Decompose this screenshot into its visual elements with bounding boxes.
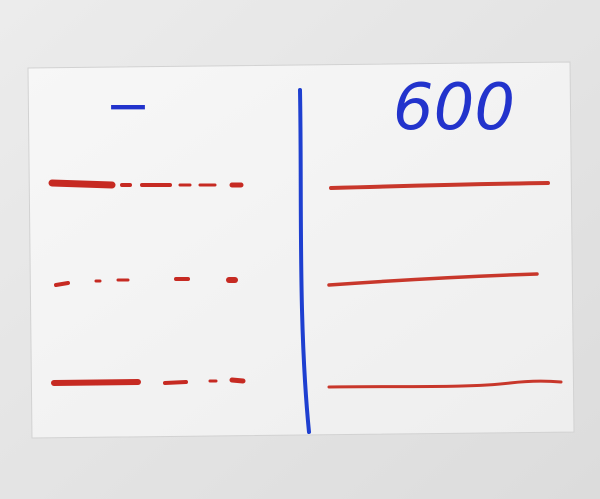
- left-label: −: [105, 74, 150, 137]
- page: − 600 (() => { const data = JSON.parse(d…: [0, 0, 600, 499]
- right-label: 600: [393, 71, 515, 145]
- photo: − 600: [0, 0, 600, 499]
